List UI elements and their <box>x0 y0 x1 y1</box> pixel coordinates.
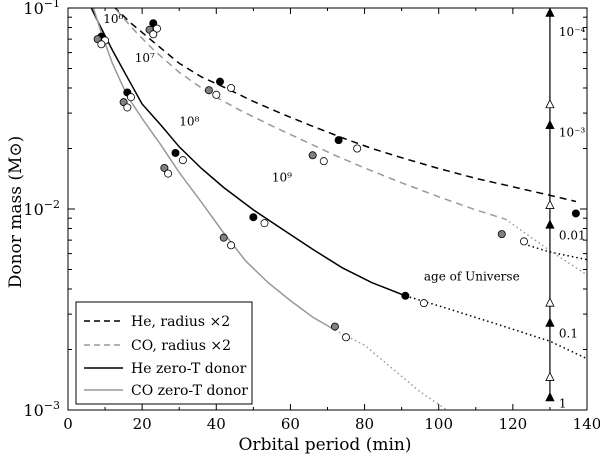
data-marker <box>127 93 136 102</box>
data-marker <box>571 209 580 218</box>
series-line <box>114 8 577 203</box>
x-tick-label: 20 <box>133 415 152 433</box>
y-tick-label: 10−2 <box>23 198 60 219</box>
annotation-label: 10⁹ <box>272 171 292 185</box>
timescale-triangle <box>545 119 555 129</box>
data-marker <box>219 233 228 242</box>
legend-he-zero-t-label: He zero-T donor <box>131 361 247 377</box>
timescale-triangle <box>545 98 555 109</box>
annotation-label: age of Universe <box>424 270 520 284</box>
data-marker <box>171 148 180 157</box>
series-extension <box>523 243 587 261</box>
data-marker <box>215 77 224 86</box>
series-line <box>92 8 336 331</box>
legend-box <box>75 301 253 405</box>
data-marker <box>319 157 328 166</box>
data-marker <box>330 322 339 331</box>
x-axis-title: Orbital period (min) <box>239 435 412 455</box>
data-marker <box>419 299 428 308</box>
timescale-triangle <box>545 371 555 381</box>
plot-area: 0 20 40 60 80 100 120 140 10−3 10−2 10−1 1 0.1 0.01 10… <box>23 0 600 433</box>
x-axis-label: Orbital period (min) <box>239 435 412 455</box>
timescale-label: 0.01 <box>559 228 586 242</box>
data-marker <box>149 19 158 28</box>
data-marker <box>178 156 187 165</box>
y-tick-label: 10−3 <box>23 399 60 420</box>
data-marker <box>164 169 173 178</box>
x-tick-label: 120 <box>499 415 528 433</box>
y-tick-label: 10−1 <box>23 0 60 18</box>
plot-frame <box>67 7 588 411</box>
data-marker <box>401 291 410 300</box>
timescale-label: 0.1 <box>559 327 578 341</box>
annotation-label: 10⁸ <box>179 115 199 129</box>
timescale-label: 1 <box>559 396 567 410</box>
data-marker <box>227 241 236 250</box>
data-marker <box>260 219 269 228</box>
legend: He, radius ×2 CO, radius ×2 He zero-T do… <box>75 301 253 405</box>
data-marker <box>308 151 317 160</box>
timescale-triangle <box>545 317 555 327</box>
data-marker <box>334 136 343 145</box>
legend-co-zero-t-label: CO zero-T donor <box>131 383 248 399</box>
data-marker <box>497 230 506 239</box>
timescale-triangle <box>545 7 555 17</box>
legend-co-radius-label: CO, radius ×2 <box>131 338 231 354</box>
data-marker <box>249 213 258 222</box>
data-marker <box>212 90 221 99</box>
series-line <box>115 9 506 220</box>
legend-he-radius-label: He, radius ×2 <box>131 314 230 330</box>
annotation-label: 10⁷ <box>135 51 155 65</box>
x-tick-label: 100 <box>424 415 453 433</box>
data-marker <box>204 86 213 95</box>
data-marker <box>353 144 362 153</box>
series-extension <box>334 329 449 410</box>
x-tick-label: 0 <box>63 415 73 433</box>
annotation-label: 10⁶ <box>103 12 123 26</box>
data-marker <box>342 333 351 342</box>
timescale-label: 10⁻³ <box>559 126 586 140</box>
data-marker <box>160 163 169 172</box>
data-marker <box>519 237 528 246</box>
series-line <box>90 8 406 297</box>
y-axis-label: Donor mass (M⊙) <box>6 136 26 289</box>
timescale-triangle <box>545 199 555 209</box>
x-tick-label: 140 <box>573 415 600 433</box>
timescale-label: 10⁻⁴ <box>559 25 586 39</box>
x-tick-label: 60 <box>281 415 300 433</box>
x-tick-label: 80 <box>355 415 374 433</box>
data-marker <box>149 30 158 39</box>
x-tick-label: 40 <box>207 415 226 433</box>
y-axis-title: Donor mass (M⊙) <box>6 136 26 289</box>
timescale-triangle <box>545 391 555 402</box>
timescale-triangle <box>545 219 555 229</box>
data-marker <box>123 103 132 112</box>
data-marker <box>97 40 106 49</box>
data-marker <box>227 83 236 92</box>
timescale-triangle <box>545 297 555 307</box>
